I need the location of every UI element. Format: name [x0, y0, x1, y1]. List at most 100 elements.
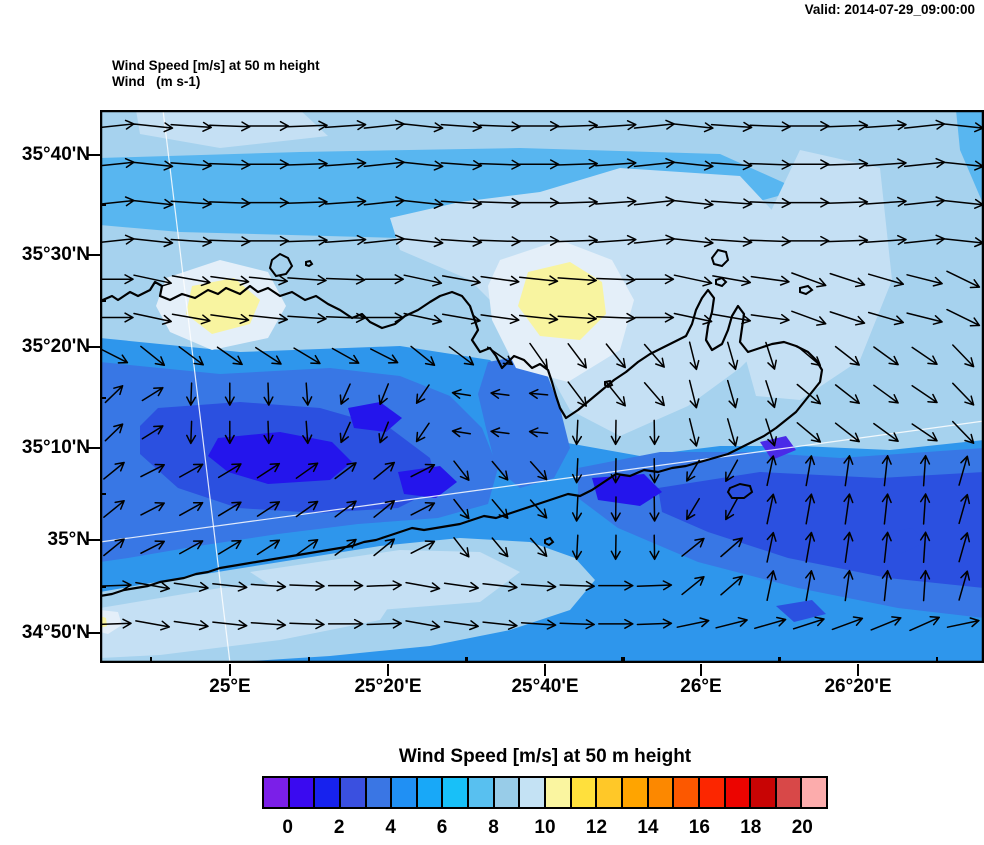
island-outline-1	[710, 248, 730, 268]
lon-minor-tick	[936, 657, 938, 662]
colorbar-cell-16	[673, 777, 699, 808]
island-outline-2	[715, 276, 728, 288]
colorbar-cell-1	[288, 777, 315, 808]
lat-major-tick	[88, 447, 100, 450]
lon-minor-tick	[308, 657, 310, 662]
colorbar-cell-10	[519, 777, 546, 808]
colorbar-cell-3	[339, 777, 366, 808]
lat-label: 35°30'N	[21, 244, 90, 265]
wind-9ms-sw2	[250, 550, 520, 610]
colorbar-cell-18	[724, 777, 751, 808]
lon-minor-tick	[465, 657, 467, 662]
graticule-line-1	[100, 420, 984, 543]
lon-minor-tick	[778, 657, 780, 662]
crete-coastline	[100, 280, 824, 598]
graticule-line-0	[162, 110, 231, 663]
lat-minor-tick	[101, 396, 106, 399]
colorbar-cell-0	[263, 777, 289, 808]
wind-3ms-core1	[208, 432, 352, 484]
lon-label: 26°E	[680, 676, 722, 697]
wind-5ms-central	[478, 356, 570, 488]
lon-label: 26°20'E	[824, 676, 892, 697]
colorbar-tick-label: 16	[688, 817, 710, 838]
lat-minor-tick	[101, 585, 106, 588]
colorbar-tick-label: 12	[585, 817, 608, 838]
lon-minor-tick	[621, 657, 623, 662]
colorbar-cell-8	[468, 777, 494, 808]
colorbar-tick-label: 0	[282, 817, 294, 838]
colorbar-tick-label: 20	[791, 817, 813, 838]
colorbar-cell-17	[698, 777, 725, 808]
lat-label: 35°10'N	[21, 437, 90, 458]
map-panel	[100, 110, 984, 663]
wind-9ms-right	[740, 150, 892, 400]
lon-label: 25°E	[209, 676, 251, 697]
lat-minor-tick	[101, 300, 106, 302]
wind-11ms-spot2	[518, 262, 606, 340]
lat-major-tick	[88, 154, 100, 157]
colorbar-cell-9	[493, 777, 520, 808]
colorbar-tick-label: 10	[534, 817, 556, 838]
wind-2ms-violet	[760, 436, 796, 460]
colorbar-tick-label: 18	[740, 817, 762, 838]
colorbar-cell-13	[596, 777, 622, 808]
lon-major-tick	[387, 664, 390, 676]
colorbar-tick-label: 8	[488, 817, 499, 838]
colorbar-tick-label: 14	[637, 817, 659, 838]
island-outline-7	[305, 259, 314, 268]
wind-3ms-core4	[592, 474, 662, 506]
wind-10ms-corner	[100, 610, 122, 634]
lat-major-tick	[88, 539, 100, 542]
colorbar-cell-4	[365, 777, 392, 808]
wind-vector-arrows	[100, 119, 984, 632]
colorbar-cell-15	[647, 777, 674, 808]
colorbar-cell-5	[391, 777, 417, 808]
colorbar-tick-label: 2	[333, 817, 345, 838]
lon-major-tick	[857, 664, 860, 676]
wind-band-6ms-ne	[956, 110, 984, 206]
lon-minor-tick	[779, 657, 781, 662]
island-outline-0	[268, 252, 294, 278]
colorbar-cell-6	[416, 777, 443, 808]
valid-timestamp: Valid: 2014-07-29_09:00:00	[804, 2, 975, 17]
lon-major-tick	[229, 664, 232, 676]
colorbar-cell-2	[314, 777, 340, 808]
colorbar-cell-21	[801, 777, 828, 808]
colorbar-cell-11	[545, 777, 571, 808]
lat-minor-tick	[101, 493, 106, 495]
lon-major-tick	[544, 664, 547, 676]
colorbar-cell-12	[570, 777, 597, 808]
map-frame	[100, 110, 984, 663]
colorbar	[262, 776, 828, 809]
colorbar-cell-20	[775, 777, 802, 808]
lat-label: 35°40'N	[21, 144, 90, 165]
wind-speed-map	[100, 110, 984, 663]
colorbar-tick-label: 4	[385, 817, 396, 838]
wind-3ms-core3	[398, 466, 457, 498]
lon-minor-tick	[466, 657, 468, 662]
lon-major-tick	[700, 664, 703, 676]
wind-3ms-core2	[348, 402, 402, 432]
lat-major-tick	[88, 632, 100, 635]
island-outline-3	[799, 284, 814, 296]
lat-label: 35°20'N	[21, 336, 90, 357]
lat-minor-tick	[101, 204, 106, 206]
colorbar-cell-7	[442, 777, 469, 808]
plot-title: Wind Speed [m/s] at 50 m height	[112, 58, 320, 73]
wind-4ms-southeast	[658, 472, 984, 588]
wind-9ms-topleft	[136, 110, 328, 148]
wind-4ms-diamond1	[880, 528, 926, 554]
colorbar-tick-label: 6	[436, 817, 448, 838]
lon-minor-tick	[150, 657, 152, 662]
lat-label: 35°N	[47, 529, 90, 550]
lat-label: 34°50'N	[21, 622, 90, 643]
lon-label: 25°40'E	[511, 676, 579, 697]
plot-subtitle: Wind (m s-1)	[112, 74, 201, 89]
lon-label: 25°20'E	[354, 676, 422, 697]
lon-minor-tick	[623, 657, 625, 662]
island-outline-4	[726, 482, 754, 499]
colorbar-title: Wind Speed [m/s] at 50 m height	[398, 746, 692, 767]
lat-major-tick	[88, 346, 100, 349]
colorbar-cell-19	[750, 777, 776, 808]
